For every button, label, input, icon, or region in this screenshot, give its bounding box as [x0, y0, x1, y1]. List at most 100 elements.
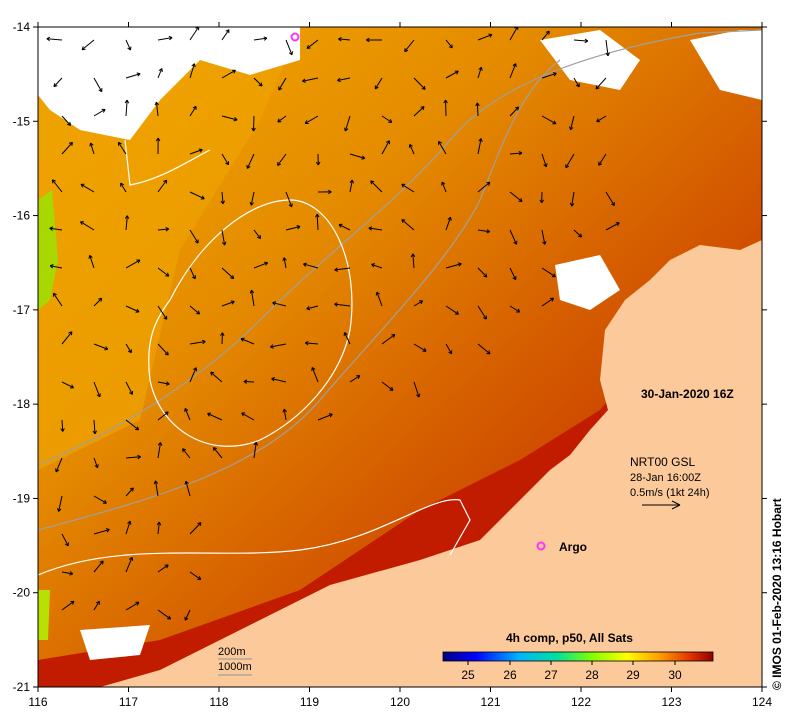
current-arrow	[49, 226, 63, 231]
current-arrow	[413, 106, 425, 117]
current-arrow	[207, 412, 223, 421]
land-pilbara-coast	[100, 240, 762, 687]
current-arrow	[370, 180, 383, 193]
current-arrow	[184, 609, 191, 621]
current-arrow	[93, 560, 104, 573]
current-arrow	[278, 77, 287, 91]
current-arrow	[445, 216, 452, 231]
cool-water-region	[38, 27, 300, 470]
current-arrow	[317, 189, 332, 195]
current-arrow	[53, 77, 63, 88]
current-arrow	[443, 99, 448, 117]
current-arrow	[220, 191, 226, 205]
current-arrow	[253, 36, 268, 41]
current-arrow	[541, 267, 556, 278]
current-arrow	[243, 379, 255, 384]
current-arrow	[221, 267, 235, 280]
current-arrow	[303, 262, 319, 269]
current-arrow	[189, 367, 198, 383]
current-arrow	[509, 63, 517, 79]
cold-patch-southwest	[38, 590, 50, 640]
current-arrow	[509, 150, 523, 156]
y-tick-label: -20	[13, 586, 31, 600]
current-arrow	[61, 600, 75, 611]
y-tick-label: -14	[13, 20, 31, 34]
current-arrow	[381, 334, 396, 345]
isobath-legend-shallow: 200m	[218, 646, 246, 658]
current-arrow	[381, 115, 393, 123]
current-arrow	[157, 267, 170, 277]
current-arrow	[221, 229, 227, 246]
current-arrow	[573, 38, 589, 44]
current-arrow	[46, 36, 63, 42]
current-scale-label: 0.5m/s (1kt 24h)	[630, 487, 709, 499]
current-arrow	[189, 571, 202, 580]
current-arrow	[80, 183, 95, 193]
colorbar-tick-label: 30	[668, 668, 682, 682]
current-arrow	[366, 37, 383, 43]
y-tick-label: -18	[13, 397, 31, 411]
colorbar-tick-label: 27	[544, 668, 558, 682]
current-arrow	[569, 115, 575, 131]
current-arrow	[125, 343, 132, 354]
current-arrow	[413, 381, 421, 398]
temperature-contour-loop	[148, 199, 353, 447]
current-source-label: NRT00 GSL	[630, 455, 695, 469]
current-arrow	[117, 141, 127, 155]
current-arrow	[93, 108, 106, 117]
current-arrow	[125, 305, 140, 313]
cloud-mask-north	[540, 30, 640, 90]
current-arrow	[445, 305, 459, 315]
current-arrow	[125, 556, 134, 573]
current-arrow	[445, 343, 453, 355]
current-arrow	[410, 253, 416, 269]
current-arrow	[61, 533, 69, 547]
isobath-200m	[38, 29, 762, 466]
current-arrow	[374, 77, 383, 90]
current-arrow	[189, 267, 197, 280]
current-arrow	[477, 138, 483, 155]
current-arrow	[338, 36, 351, 42]
current-arrow	[477, 305, 487, 320]
current-arrow	[184, 480, 191, 497]
cloud-mask-east	[555, 255, 620, 310]
current-arrow	[285, 191, 293, 208]
current-arrow	[125, 454, 141, 460]
current-arrow	[125, 39, 132, 51]
current-arrow	[157, 564, 169, 573]
current-arrow	[220, 332, 225, 345]
current-arrow	[539, 191, 544, 204]
current-arrow	[157, 381, 170, 386]
current-arrow	[125, 381, 134, 395]
colorbar-tick-label: 26	[503, 668, 517, 682]
current-arrow	[249, 191, 255, 206]
current-arrow	[157, 442, 163, 459]
current-arrow	[157, 68, 163, 79]
current-arrow	[189, 63, 196, 79]
current-arrow	[413, 343, 427, 352]
current-arrow	[253, 77, 263, 87]
y-axis: -14 -15 -16 -17 -18 -19 -20 -21	[13, 20, 767, 694]
current-arrow	[221, 115, 238, 122]
current-arrow	[60, 419, 65, 432]
current-arrow	[438, 140, 447, 155]
current-arrow	[605, 39, 610, 57]
current-arrow	[271, 377, 287, 383]
current-arrow	[189, 522, 202, 535]
x-tick-label: 121	[480, 695, 500, 709]
current-arrow	[368, 226, 383, 231]
current-arrow	[189, 191, 205, 200]
current-arrow	[509, 305, 521, 313]
current-arrow	[156, 521, 162, 535]
current-arrow	[349, 179, 355, 193]
current-arrow	[605, 191, 615, 206]
current-arrow	[277, 115, 287, 123]
x-tick-label: 120	[390, 695, 410, 709]
isobath-1000m	[38, 59, 561, 531]
y-tick-label: -15	[13, 114, 31, 128]
cold-patch-west	[38, 190, 58, 310]
x-tick-label: 123	[661, 695, 681, 709]
current-arrow	[251, 115, 256, 132]
current-arrow	[315, 213, 320, 231]
